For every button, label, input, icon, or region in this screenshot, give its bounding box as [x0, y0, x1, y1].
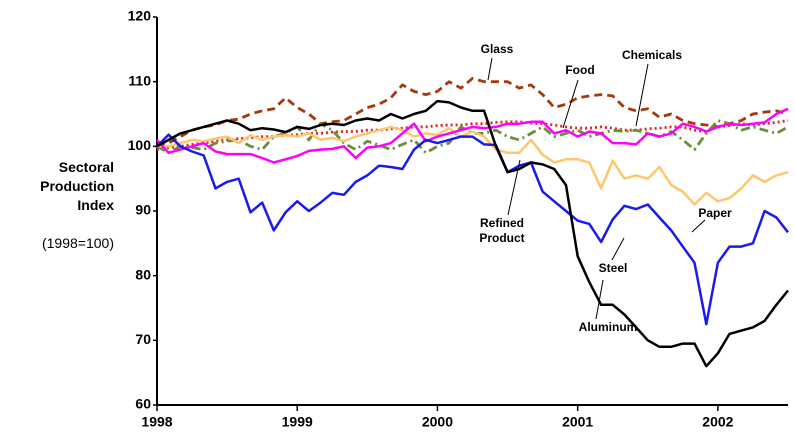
x-tick-label: 2000 [422, 414, 453, 430]
series-line [156, 99, 789, 368]
series-label: Food [565, 62, 595, 77]
x-tick-label: 2001 [562, 414, 593, 430]
annotation-pointer [635, 63, 649, 127]
series-line [156, 133, 789, 326]
y-tick-label: 90 [135, 202, 151, 218]
annotation-pointer [562, 79, 579, 129]
y-tick-label: 70 [135, 331, 151, 347]
y-axis-label: Sectoral Production Index [40, 159, 114, 213]
series-label: Steel [598, 260, 628, 275]
y-axis-note: (1998=100) [41, 235, 114, 251]
y-tick-label: 60 [135, 396, 151, 412]
y-tick-label: 100 [128, 137, 152, 153]
series-label: Glass [480, 41, 514, 56]
series-label: Paper [698, 205, 732, 220]
series-label: Aluminum [578, 319, 638, 334]
series-line [156, 77, 789, 148]
series-line [156, 119, 789, 151]
x-tick-label: 2002 [702, 414, 733, 430]
series-label: Chemicals [621, 47, 683, 62]
x-tick-label: 1998 [141, 414, 172, 430]
y-tick-label: 120 [128, 8, 152, 24]
y-tick-label: 110 [128, 72, 151, 88]
series-line [157, 125, 789, 206]
annotation-pointer [595, 279, 604, 320]
annotation-pointer [507, 159, 521, 216]
y-tick-label: 80 [135, 266, 151, 282]
series-line [156, 107, 789, 164]
annotation-pointer [487, 57, 493, 81]
x-tick-label: 1999 [282, 414, 313, 430]
series-label: Refined Product [479, 216, 525, 245]
annotation-pointer [611, 237, 625, 261]
annotation-pointer [691, 219, 706, 233]
